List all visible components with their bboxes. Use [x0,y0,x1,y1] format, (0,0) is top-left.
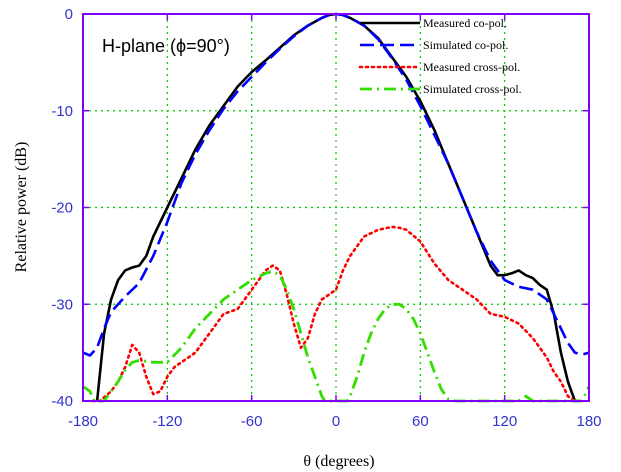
legend-label: Measured cross-pol. [423,60,520,74]
x-tick-label: 0 [332,413,340,430]
y-tick-label: -10 [51,103,73,120]
y-tick-label: -40 [51,393,73,410]
x-tick-label: 180 [576,413,601,430]
x-tick-label: -60 [241,413,263,430]
legend-label: Measured co-pol. [423,16,507,30]
y-tick-label: -30 [51,296,73,313]
y-axis-title: Relative power (dB) [13,142,30,273]
x-tick-label: 60 [412,413,429,430]
y-tick-label: 0 [65,6,73,23]
legend-label: Simulated co-pol. [423,38,508,52]
x-axis-title: θ (degrees) [303,453,374,470]
x-tick-label: 120 [492,413,517,430]
series-line-3 [91,225,577,403]
legend-label: Simulated cross-pol. [423,82,522,96]
tick-labels: -180 -120 -60 0 60 120 180 0 -10 -20 -30 -40 [51,6,601,430]
x-tick-label: -120 [152,413,182,430]
x-tick-label: -180 [68,413,98,430]
axes [82,13,590,402]
legend: Measured co-pol. Simulated co-pol. Measure… [358,16,522,96]
y-tick-label: -20 [51,200,73,217]
plot-annotation: H-plane (ϕ=90°) [102,36,230,56]
